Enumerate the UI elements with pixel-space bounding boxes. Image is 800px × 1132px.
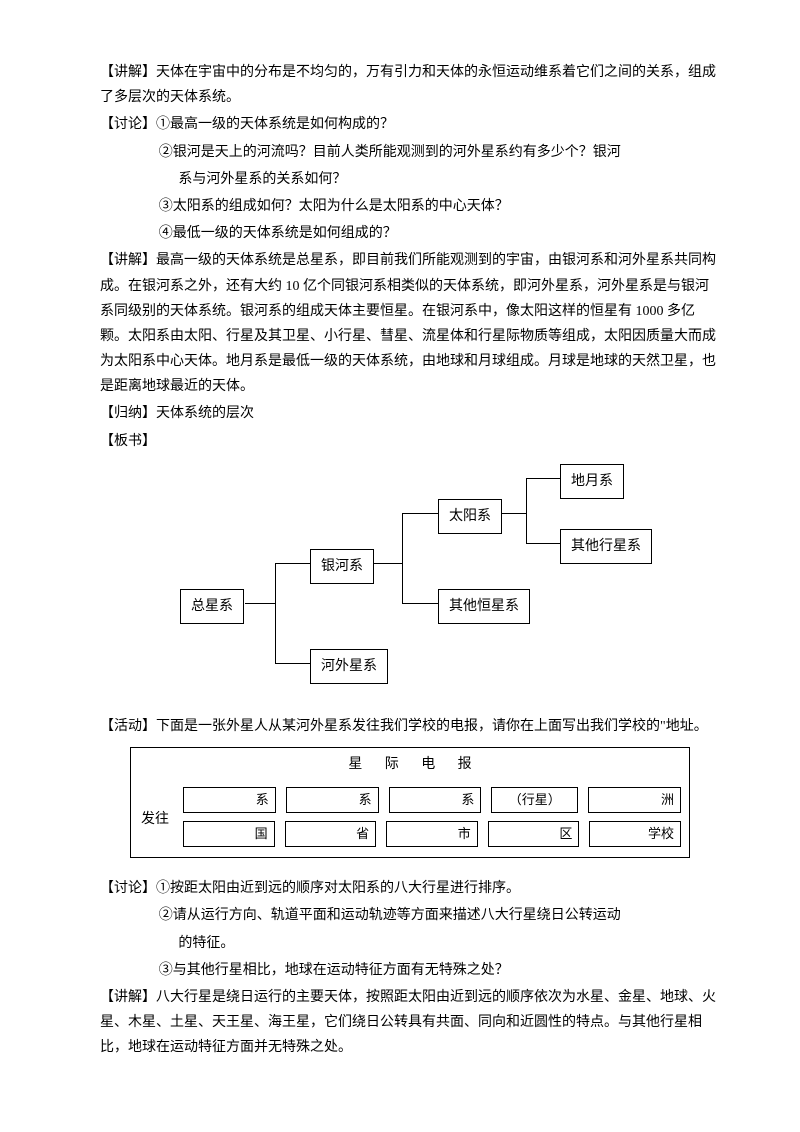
- activity: 【活动】下面是一张外星人从某河外星系发往我们学校的电报，请你在上面写出我们学校的…: [100, 714, 720, 739]
- text: 天体在宇宙中的分布是不均匀的，万有引力和天体的永恒运动维系着它们之间的关系，组成…: [100, 65, 716, 105]
- cell: 国: [183, 821, 275, 847]
- conn: [275, 563, 276, 663]
- discuss-2: 【讨论】①按距太阳由近到远的顺序对太阳系的八大行星进行排序。: [100, 876, 720, 901]
- conn: [526, 478, 560, 479]
- cell: 系: [389, 787, 482, 813]
- cell: 系: [183, 787, 276, 813]
- explain-3: 【讲解】八大行星是绕日运行的主要天体，按照距太阳由近到远的顺序依次为水星、金星、…: [100, 985, 720, 1061]
- discuss-2-q2a: ②请从运行方向、轨道平面和运动轨迹等方面来描述八大行星绕日公转运动: [100, 903, 720, 928]
- cell: 省: [285, 821, 377, 847]
- label: 【活动】: [100, 719, 156, 734]
- telegram-title: 星际电报: [131, 748, 689, 781]
- discuss-1-q3: ③太阳系的组成如何？太阳为什么是太阳系的中心天体？: [100, 194, 720, 219]
- hierarchy-diagram: 总星系 银河系 河外星系 太阳系 其他恒星系 地月系 其他行星系: [180, 464, 640, 694]
- discuss-2-q2b: 的特征。: [100, 931, 720, 956]
- conn: [402, 513, 438, 514]
- summary: 【归纳】天体系统的层次: [100, 401, 720, 426]
- explain-1: 【讲解】天体在宇宙中的分布是不均匀的，万有引力和天体的永恒运动维系着它们之间的关…: [100, 60, 720, 110]
- text: 下面是一张外星人从某河外星系发往我们学校的电报，请你在上面写出我们学校的"地址。: [156, 719, 708, 734]
- telegram-row-1: 系 系 系 （行星） 洲: [183, 787, 681, 813]
- conn: [402, 603, 438, 604]
- discuss-1-q2b: 系与河外星系的关系如何？: [100, 167, 720, 192]
- discuss-2-q3: ③与其他行星相比，地球在运动特征方面有无特殊之处？: [100, 958, 720, 983]
- node-earth-moon: 地月系: [560, 464, 624, 499]
- board-label: 【板书】: [100, 429, 720, 454]
- conn: [275, 563, 310, 564]
- telegram-sendto: 发往: [131, 781, 179, 857]
- conn: [245, 603, 275, 604]
- conn: [502, 513, 526, 514]
- text: 最高一级的天体系统是总星系，即目前我们所能观测到的宇宙，由银河系和河外星系共同构…: [100, 253, 716, 394]
- label: 【讨论】: [100, 881, 156, 896]
- telegram-table: 星际电报 发往 系 系 系 （行星） 洲 国 省 市 区 学校: [130, 747, 690, 858]
- conn: [275, 663, 310, 664]
- conn: [402, 513, 403, 603]
- discuss-1-q4: ④最低一级的天体系统是如何组成的？: [100, 221, 720, 246]
- node-total: 总星系: [180, 589, 244, 624]
- label: 【讲解】: [100, 65, 156, 80]
- cell: 洲: [588, 787, 681, 813]
- cell: 市: [386, 821, 478, 847]
- discuss-1: 【讨论】①最高一级的天体系统是如何构成的？: [100, 112, 720, 137]
- q1: ①最高一级的天体系统是如何构成的？: [156, 117, 394, 132]
- node-extra: 河外星系: [310, 649, 388, 684]
- explain-2: 【讲解】最高一级的天体系统是总星系，即目前我们所能观测到的宇宙，由银河系和河外星…: [100, 248, 720, 399]
- conn: [526, 478, 527, 544]
- cell: 区: [488, 821, 580, 847]
- cell: 学校: [589, 821, 681, 847]
- node-milky: 银河系: [310, 549, 374, 584]
- text: 八大行星是绕日运行的主要天体，按照距太阳由近到远的顺序依次为水星、金星、地球、火…: [100, 990, 716, 1055]
- label: 【讲解】: [100, 253, 156, 268]
- q1: ①按距太阳由近到远的顺序对太阳系的八大行星进行排序。: [156, 881, 520, 896]
- node-solar: 太阳系: [438, 499, 502, 534]
- node-other-stellar: 其他恒星系: [438, 589, 530, 624]
- node-other-planet: 其他行星系: [560, 529, 652, 564]
- label: 【讲解】: [100, 990, 156, 1005]
- conn: [526, 543, 560, 544]
- cell: （行星）: [491, 787, 578, 813]
- cell: 系: [286, 787, 379, 813]
- label: 【归纳】: [100, 406, 156, 421]
- label: 【讨论】: [100, 117, 156, 132]
- telegram-row-2: 国 省 市 区 学校: [183, 821, 681, 847]
- conn: [374, 563, 402, 564]
- text: 天体系统的层次: [156, 406, 254, 421]
- discuss-1-q2a: ②银河是天上的河流吗？目前人类所能观测到的河外星系约有多少个？银河: [100, 140, 720, 165]
